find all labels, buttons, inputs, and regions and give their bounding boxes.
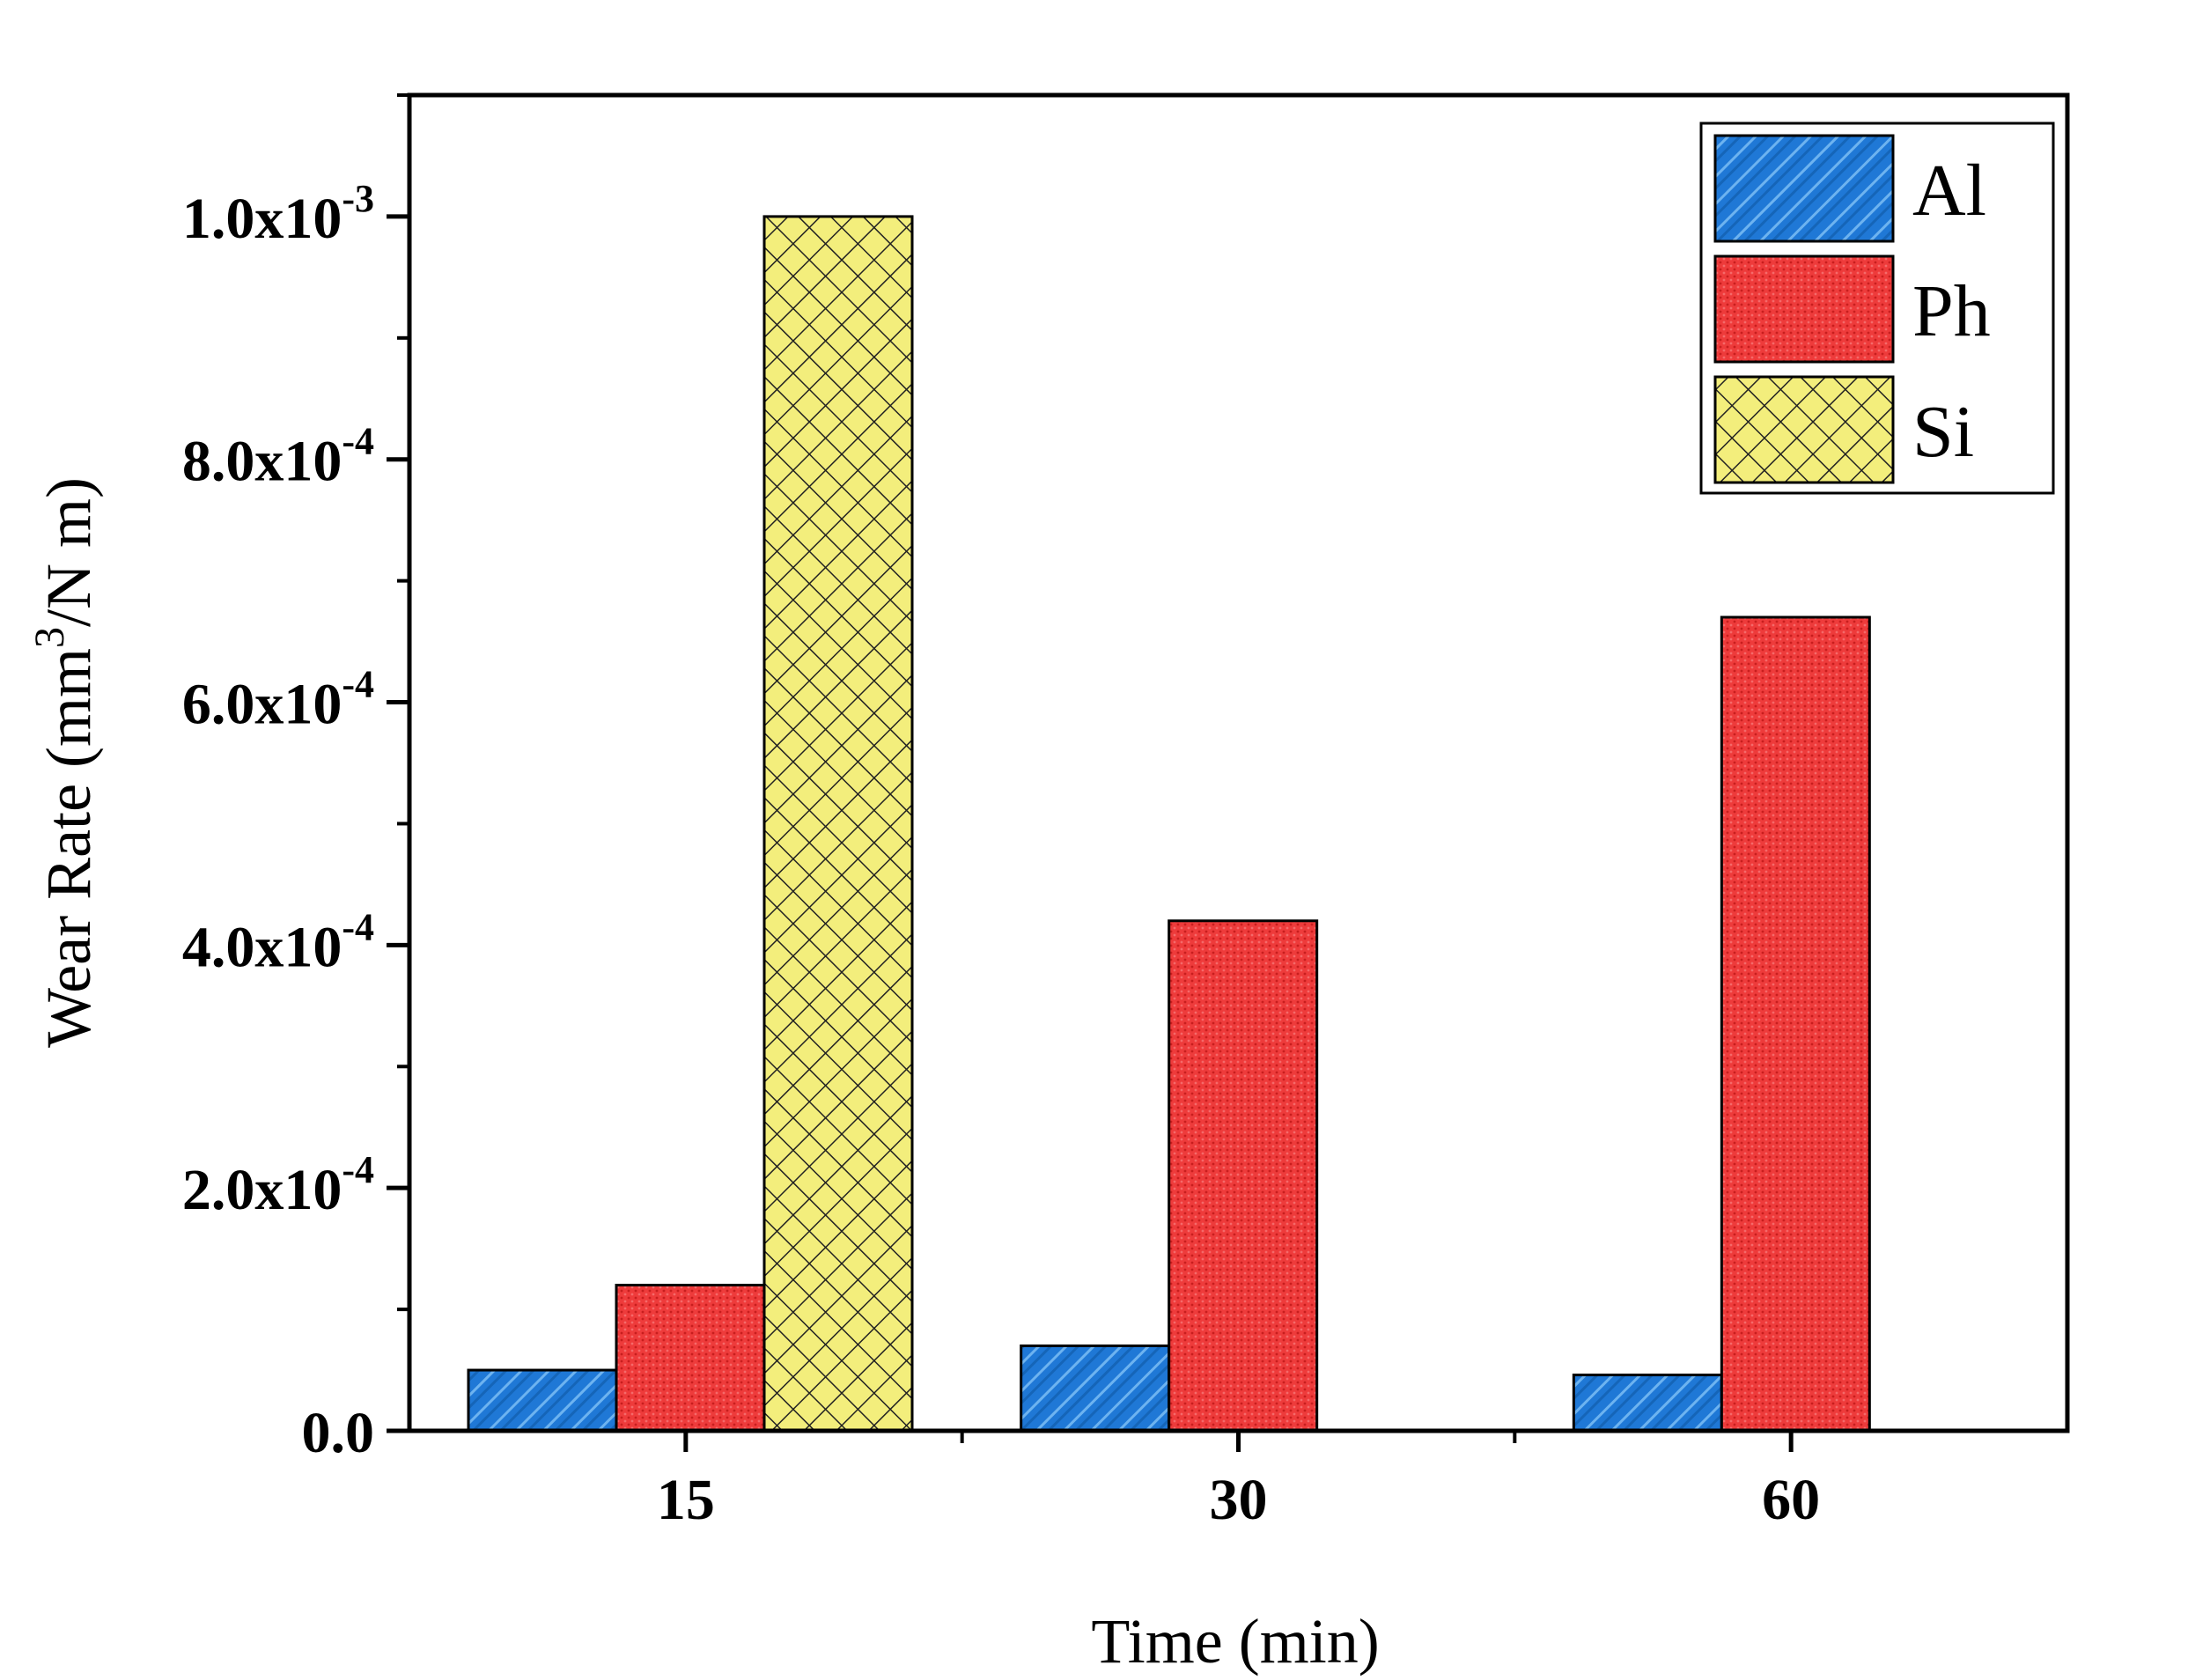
bar-ph-60 (1720, 615, 1871, 1433)
legend-label-ph: Ph (1912, 270, 1991, 352)
y-axis: 0.0 2.0x10-4 4.0x10-4 6.0x10-4 8.0x10-4 1.0x1… (182, 93, 409, 1465)
legend-swatch-al (1713, 134, 1895, 243)
x-tick-label-15: 15 (657, 1468, 715, 1532)
bar-ph-30 (1168, 919, 1319, 1433)
legend-label-si: Si (1912, 391, 1974, 473)
legend: Al Ph Si (1699, 122, 2055, 495)
bar-ph-15 (615, 1284, 766, 1433)
bar-al-60 (1572, 1374, 1723, 1433)
y-tick-label: 8.0x10-4 (182, 420, 374, 494)
bar-al-15 (467, 1368, 618, 1433)
y-tick-label: 4.0x10-4 (182, 905, 374, 979)
bar-si-15 (762, 215, 914, 1433)
bar-al-30 (1020, 1344, 1171, 1433)
y-tick-label: 6.0x10-4 (182, 663, 374, 737)
x-tick-label-60: 60 (1762, 1468, 1820, 1532)
x-axis: 15 30 60 (657, 1431, 1820, 1532)
bars-layer (467, 215, 1871, 1433)
x-tick-label-30: 30 (1210, 1468, 1268, 1532)
y-tick-label: 0.0 (302, 1401, 375, 1465)
legend-swatch-ph (1713, 254, 1895, 364)
legend-swatch-si (1713, 375, 1895, 484)
legend-label-al: Al (1912, 150, 1986, 232)
y-tick-label: 1.0x10-3 (182, 177, 374, 251)
y-axis-title: Wear Rate (mm3/N m) (26, 477, 104, 1048)
y-tick-label: 2.0x10-4 (182, 1148, 374, 1222)
x-axis-title: Time (min) (1091, 1606, 1379, 1676)
